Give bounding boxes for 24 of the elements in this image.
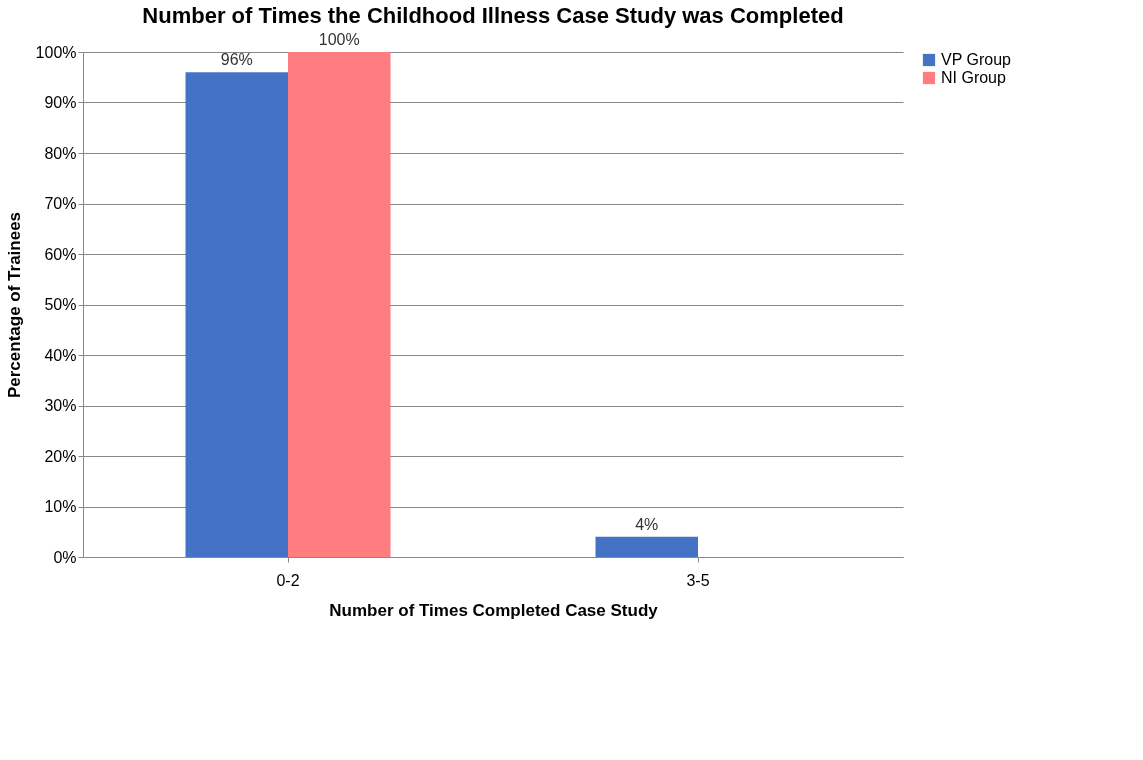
y-tick-label: 20% bbox=[44, 447, 77, 465]
x-tick-label: 3-5 bbox=[686, 571, 710, 589]
legend-label: VP Group bbox=[941, 51, 1012, 68]
y-tick-label: 70% bbox=[44, 195, 77, 212]
y-tick-label: 60% bbox=[44, 245, 77, 263]
y-tick-label: 0% bbox=[53, 548, 77, 566]
y-tick-label: 80% bbox=[44, 144, 77, 162]
x-tick-label: 0-2 bbox=[276, 571, 300, 589]
y-tick-label: 100% bbox=[35, 43, 77, 61]
y-tick-label: 10% bbox=[44, 498, 77, 515]
y-tick-label: 30% bbox=[44, 397, 77, 414]
bar bbox=[595, 536, 698, 557]
data-label: 96% bbox=[220, 51, 253, 69]
bar bbox=[185, 72, 288, 557]
y-tick-label: 40% bbox=[44, 346, 77, 364]
y-tick-label: 50% bbox=[44, 296, 77, 313]
chart-title: Number of Times the Childhood Illness Case Study was Completed bbox=[142, 3, 844, 28]
data-label: 4% bbox=[635, 515, 659, 533]
y-tick-label: 90% bbox=[44, 94, 77, 111]
bar bbox=[288, 52, 391, 557]
x-axis-title: Number of Times Completed Case Study bbox=[329, 600, 659, 620]
data-label: 100% bbox=[318, 31, 360, 48]
legend-label: NI Group bbox=[941, 69, 1007, 86]
y-axis-title: Percentage of Trainees bbox=[4, 211, 24, 399]
